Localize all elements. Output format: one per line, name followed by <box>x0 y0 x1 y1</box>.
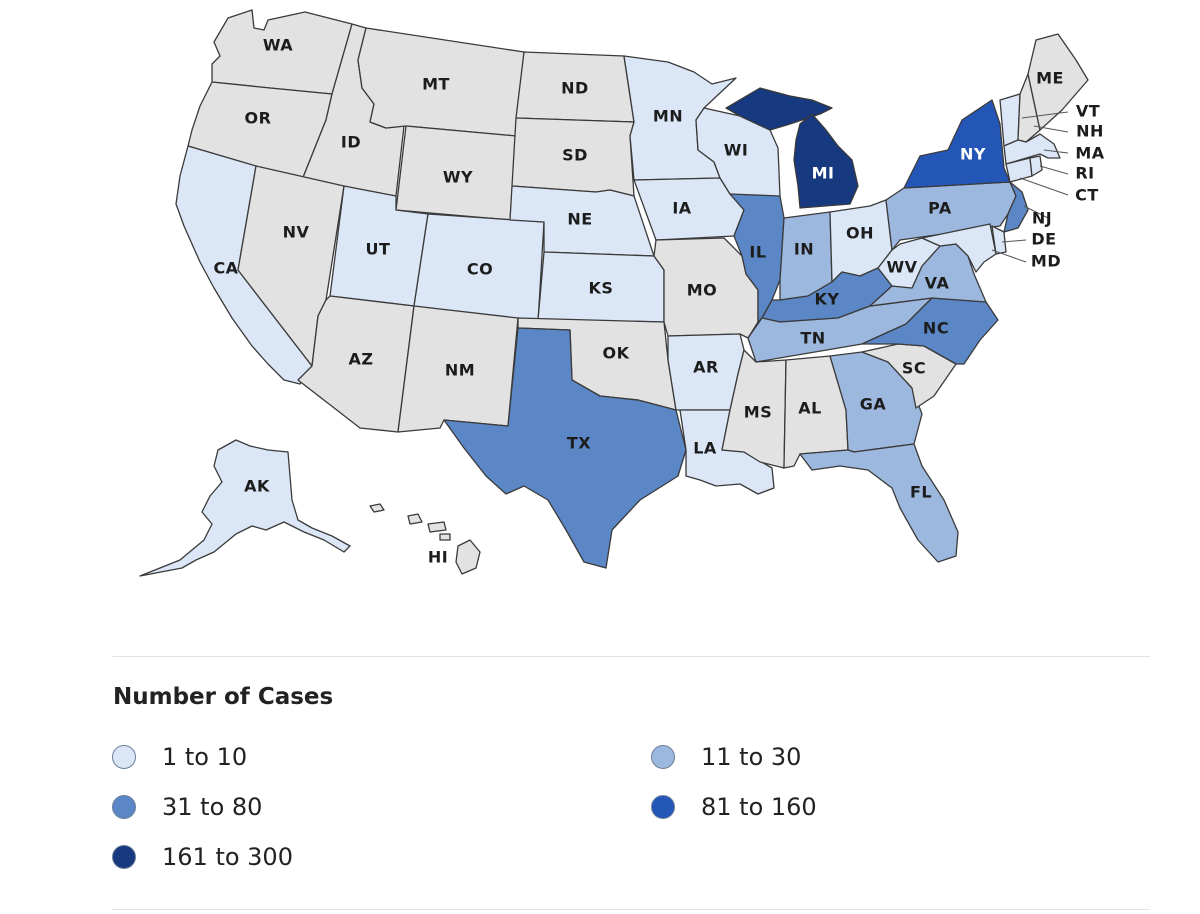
label-MT: MT <box>422 75 450 94</box>
label-NJ: NJ <box>1032 209 1052 228</box>
label-AL: AL <box>798 399 822 418</box>
label-OR: OR <box>245 109 272 128</box>
label-CA: CA <box>213 259 238 278</box>
label-MO: MO <box>687 281 718 300</box>
label-ME: ME <box>1036 69 1064 88</box>
legend-item-bin3: 31 to 80 <box>112 792 262 822</box>
label-KS: KS <box>589 279 614 298</box>
label-TN: TN <box>800 329 825 348</box>
label-NE: NE <box>567 210 592 229</box>
label-MS: MS <box>744 403 772 422</box>
state-TX[interactable] <box>443 327 687 569</box>
label-WI: WI <box>724 141 749 160</box>
label-IA: IA <box>672 199 691 218</box>
label-RI: RI <box>1075 164 1094 183</box>
legend-swatch-bin4 <box>651 795 675 819</box>
label-ND: ND <box>561 79 589 98</box>
label-CT: CT <box>1075 186 1099 205</box>
label-IN: IN <box>794 240 814 259</box>
state-NY[interactable] <box>903 99 1011 189</box>
label-PA: PA <box>928 199 952 218</box>
label-MN: MN <box>653 107 683 126</box>
label-DE: DE <box>1031 230 1056 249</box>
label-OH: OH <box>846 224 874 243</box>
label-NH: NH <box>1076 122 1104 141</box>
state-FL[interactable] <box>799 443 959 563</box>
label-SC: SC <box>902 359 926 378</box>
label-TX: TX <box>567 434 591 453</box>
state-MD[interactable] <box>921 223 997 273</box>
legend-swatch-bin3 <box>112 795 136 819</box>
state-AK[interactable] <box>139 439 351 577</box>
legend-item-bin2: 11 to 30 <box>651 742 801 772</box>
state-NJ[interactable] <box>1003 181 1029 233</box>
label-VA: VA <box>925 274 950 293</box>
label-IL: IL <box>749 243 766 262</box>
label-NC: NC <box>923 319 949 338</box>
legend-top-divider <box>112 656 1150 657</box>
label-WV: WV <box>886 258 917 277</box>
legend-item-bin5: 161 to 300 <box>112 842 293 872</box>
label-NY: NY <box>960 145 986 164</box>
label-LA: LA <box>693 439 717 458</box>
label-NV: NV <box>283 223 310 242</box>
legend-item-bin1: 1 to 10 <box>112 742 247 772</box>
label-WA: WA <box>263 36 293 55</box>
legend-swatch-bin2 <box>651 745 675 769</box>
leader-lines <box>991 111 1069 263</box>
state-ME[interactable] <box>1027 33 1089 131</box>
us-states-map: WA OR CA ID NV MT WY UT AZ CO NM ND SD N… <box>139 9 1104 577</box>
legend-label-bin3: 31 to 80 <box>162 793 263 821</box>
state-HI-islands[interactable] <box>369 503 451 541</box>
label-MD: MD <box>1031 252 1061 271</box>
state-MI[interactable] <box>793 113 859 209</box>
legend-item-bin4: 81 to 160 <box>651 792 817 822</box>
legend-label-bin1: 1 to 10 <box>162 743 248 771</box>
label-KY: KY <box>815 290 840 309</box>
legend-swatch-bin5 <box>112 845 136 869</box>
legend-label-bin2: 11 to 30 <box>701 743 802 771</box>
state-VT[interactable] <box>999 93 1021 147</box>
label-WY: WY <box>443 168 473 187</box>
label-MI: MI <box>812 164 835 183</box>
state-NH[interactable] <box>1017 73 1041 143</box>
legend-label-bin4: 81 to 160 <box>701 793 817 821</box>
state-MA[interactable] <box>1003 133 1061 165</box>
legend-swatch-bin1 <box>112 745 136 769</box>
label-OK: OK <box>603 344 630 363</box>
state-NC[interactable] <box>861 297 999 365</box>
label-FL: FL <box>910 483 932 502</box>
label-VT: VT <box>1076 102 1100 121</box>
label-ID: ID <box>341 133 361 152</box>
label-MA: MA <box>1075 144 1104 163</box>
label-AK: AK <box>244 477 270 496</box>
state-MS[interactable] <box>721 349 787 469</box>
label-HI: HI <box>428 548 448 567</box>
state-HI[interactable] <box>455 539 481 575</box>
state-MI-upper[interactable] <box>725 87 833 131</box>
legend-title: Number of Cases <box>113 684 334 710</box>
label-UT: UT <box>366 240 391 259</box>
label-CO: CO <box>467 260 493 279</box>
label-AZ: AZ <box>349 350 374 369</box>
label-SD: SD <box>562 146 588 165</box>
legend-label-bin5: 161 to 300 <box>162 843 293 871</box>
label-NM: NM <box>445 361 475 380</box>
legend-bottom-divider <box>112 909 1150 910</box>
state-RI[interactable] <box>1029 155 1043 177</box>
label-GA: GA <box>860 395 887 414</box>
label-AR: AR <box>693 358 719 377</box>
